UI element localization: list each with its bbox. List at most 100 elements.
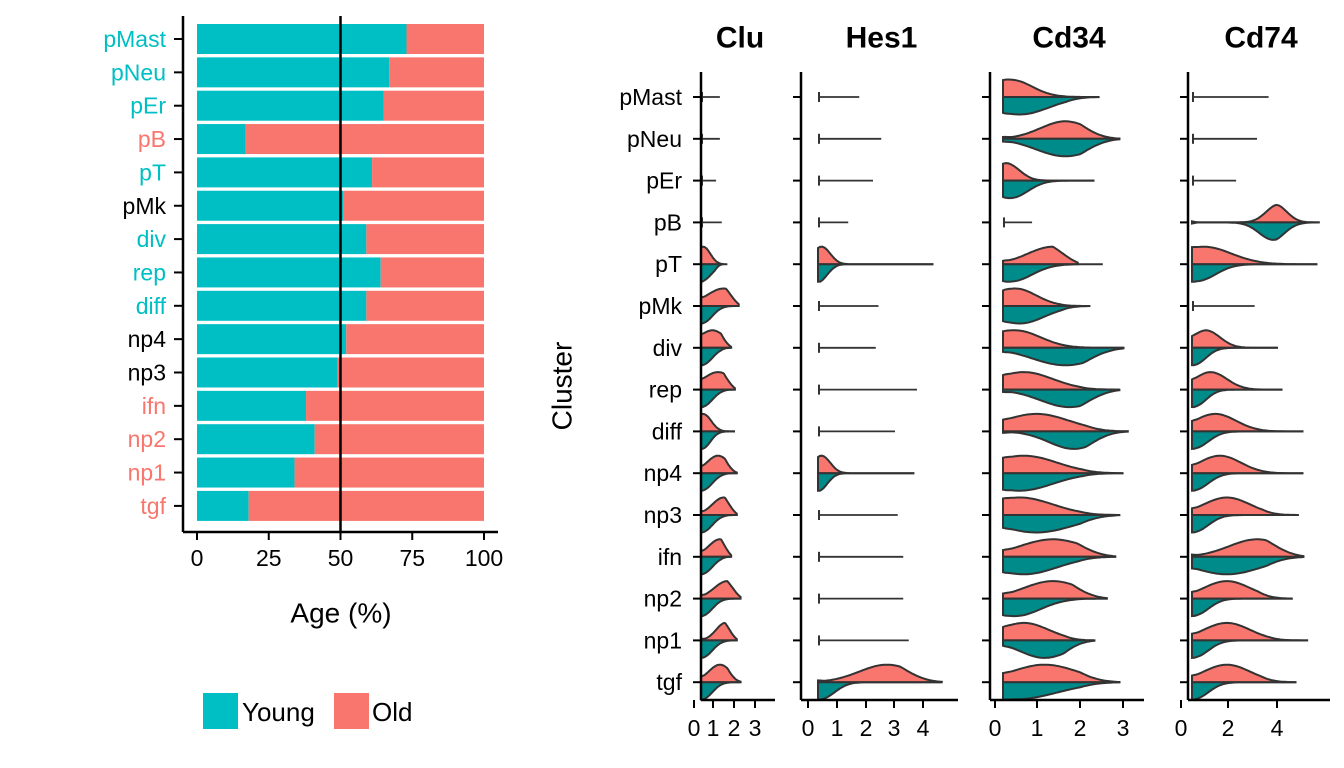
bar-old-diff	[366, 290, 484, 321]
violin-old-pT	[1002, 245, 1079, 266]
violin-old-rep	[1002, 371, 1120, 391]
x-axis-title: Age (%)	[290, 598, 391, 629]
y-axis-title: Cluster	[547, 342, 578, 431]
category-label-ifn: ifn	[142, 393, 166, 419]
bar-young-np1	[197, 457, 295, 488]
category-label-tgf: tgf	[140, 493, 166, 519]
bar-young-pB	[197, 124, 246, 155]
violin-old-np2	[700, 580, 742, 600]
bar-young-np2	[197, 424, 315, 455]
violin-young-np1	[700, 639, 737, 659]
bar-young-pMk	[197, 190, 344, 221]
x-tick-label-75: 75	[399, 545, 425, 571]
violin-old-np4	[1191, 454, 1304, 475]
category-label-pEr: pEr	[130, 93, 166, 119]
violin-young-np4	[817, 472, 915, 492]
x-tick-label-50: 50	[328, 545, 354, 571]
violin-category-label-div: div	[653, 335, 683, 361]
bar-old-div	[366, 224, 484, 255]
violin-category-label-pB: pB	[654, 209, 682, 235]
violin-category-label-ifn: ifn	[658, 544, 682, 570]
x-tick-label-0: 0	[989, 715, 1002, 741]
violin-young-tgf	[700, 681, 741, 701]
legend-label-young: Young	[242, 697, 315, 727]
violin-young-ifn	[700, 555, 732, 576]
violin-young-tgf	[1002, 681, 1121, 701]
panel-title-Cd74: Cd74	[1224, 22, 1298, 55]
violin-young-np2	[700, 597, 741, 618]
violin-old-np1	[1191, 621, 1309, 642]
violin-old-pT	[1191, 245, 1318, 266]
bar-old-pMk	[343, 190, 484, 221]
violin-old-ifn	[1191, 538, 1305, 558]
violin-old-np1	[1002, 621, 1095, 642]
bar-young-np3	[197, 357, 338, 388]
violin-young-pT	[1002, 263, 1103, 283]
x-tick-label-100: 100	[465, 545, 503, 571]
violin-old-diff	[1002, 412, 1129, 433]
violin-young-ifn	[1002, 555, 1117, 576]
category-label-np1: np1	[128, 460, 166, 486]
category-label-pMast: pMast	[103, 26, 166, 52]
violin-young-np1	[1191, 639, 1309, 659]
x-tick-label-2: 2	[1074, 715, 1087, 741]
violin-young-pEr	[1002, 179, 1095, 200]
x-tick-label-3: 3	[749, 715, 762, 741]
bar-young-pT	[197, 157, 373, 188]
bar-old-pEr	[383, 90, 484, 121]
violin-young-np3	[1002, 514, 1121, 534]
x-tick-label-3: 3	[1117, 715, 1130, 741]
violin-category-label-pMk: pMk	[639, 293, 683, 319]
bar-young-pNeu	[197, 57, 390, 88]
violin-category-label-pNeu: pNeu	[627, 126, 682, 152]
violin-old-pT	[817, 245, 934, 266]
x-tick-label-1: 1	[831, 715, 844, 741]
category-label-pNeu: pNeu	[111, 59, 166, 85]
bar-old-pT	[372, 157, 484, 188]
category-label-pMk: pMk	[123, 193, 167, 219]
x-tick-label-4: 4	[917, 715, 930, 741]
violin-young-np4	[1002, 472, 1124, 492]
category-label-rep: rep	[133, 259, 166, 285]
violin-category-label-diff: diff	[652, 418, 683, 444]
violin-old-div	[1191, 329, 1278, 349]
violin-young-tgf	[817, 681, 942, 701]
violin-panel-Clu: Clu 0 1 2 3	[688, 22, 775, 741]
bar-young-np4	[197, 324, 347, 355]
x-tick-label-0: 0	[191, 545, 204, 571]
violin-young-rep	[1191, 388, 1283, 409]
x-tick-label-0: 0	[688, 715, 701, 741]
x-tick-label-1: 1	[1031, 715, 1044, 741]
violin-old-tgf	[1191, 663, 1297, 684]
violin-old-div	[1002, 329, 1124, 349]
violin-category-label-np2: np2	[644, 586, 682, 612]
violin-category-label-rep: rep	[649, 377, 682, 403]
violin-young-pT	[817, 263, 934, 283]
violin-young-rep	[1002, 388, 1121, 409]
violin-old-pNeu	[1002, 120, 1121, 140]
stacked-bar-chart: pMast pNeu pEr pB pT pMk div rep diff np4 np3 ifn np…	[103, 16, 503, 729]
bar-young-rep	[197, 257, 381, 288]
violin-old-np2	[1002, 580, 1108, 600]
violin-young-pB	[1191, 221, 1320, 241]
violin-panel-Hes1: Hes1 0 1 2 3 4	[793, 22, 958, 741]
category-label-np3: np3	[128, 360, 166, 386]
violin-old-np3	[1191, 496, 1299, 516]
violin-young-div	[1191, 346, 1278, 367]
x-tick-label-25: 25	[256, 545, 282, 571]
x-tick-label-2: 2	[728, 715, 741, 741]
violin-old-np2	[1191, 580, 1294, 600]
violin-old-np3	[1002, 496, 1120, 516]
bar-old-pMast	[406, 24, 484, 54]
violin-young-pMk	[1002, 305, 1091, 325]
violin-category-label-pT: pT	[655, 251, 682, 277]
violin-young-np4	[700, 472, 737, 492]
violin-young-np2	[1191, 597, 1292, 618]
x-tick-label-0: 0	[1175, 715, 1188, 741]
violin-category-label-np3: np3	[644, 502, 682, 528]
bar-old-np1	[294, 457, 484, 488]
violin-young-pNeu	[1002, 137, 1121, 158]
violin-young-diff	[1002, 430, 1129, 450]
violin-old-ifn	[1002, 538, 1117, 558]
